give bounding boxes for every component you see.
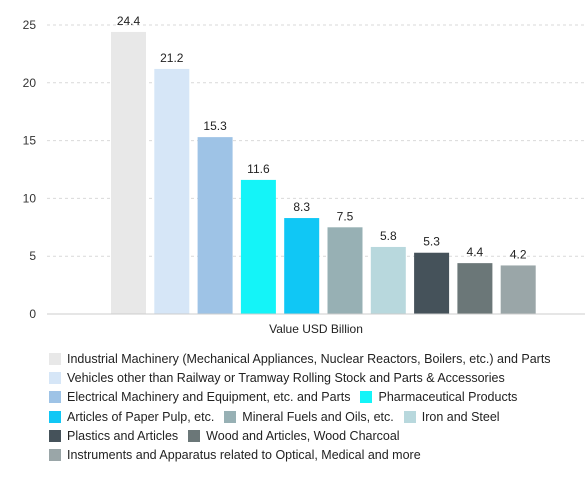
data-label: 24.4 [117, 14, 141, 28]
legend-item: Plastics and Articles [49, 429, 178, 443]
bar [457, 263, 493, 314]
bar [284, 218, 320, 314]
legend-item: Pharmaceutical Products [360, 390, 517, 404]
legend-row: Plastics and Articles Wood and Articles, … [49, 427, 410, 445]
legend-item: Electrical Machinery and Equipment, etc.… [49, 390, 350, 404]
legend-swatch [49, 353, 61, 365]
legend-row: Articles of Paper Pulp, etc. Mineral Fuel… [49, 408, 510, 426]
legend-label: Pharmaceutical Products [378, 390, 518, 404]
legend-item: Wood and Articles, Wood Charcoal [188, 429, 400, 443]
legend-swatch [49, 411, 61, 423]
bar [370, 246, 406, 314]
y-tick-label: 20 [23, 76, 37, 90]
legend-row: Electrical Machinery and Equipment, etc.… [49, 388, 527, 406]
legend-label: Instruments and Apparatus related to Opt… [67, 448, 421, 462]
legend-row: Vehicles other than Railway or Tramway R… [49, 369, 515, 387]
legend-label: Vehicles other than Railway or Tramway R… [67, 371, 505, 385]
x-axis-label: Value USD Billion [269, 322, 363, 336]
bar [500, 265, 536, 314]
bar [111, 31, 146, 314]
legend-row: Industrial Machinery (Mechanical Applian… [49, 350, 561, 368]
legend-label: Electrical Machinery and Equipment, etc.… [67, 390, 351, 404]
data-label: 4.4 [467, 245, 484, 259]
y-tick-label: 5 [29, 249, 36, 263]
data-label: 15.3 [203, 119, 227, 133]
legend-swatch [188, 430, 201, 442]
legend-item: Vehicles other than Railway or Tramway R… [49, 371, 505, 385]
legend-label: Industrial Machinery (Mechanical Applian… [67, 352, 551, 366]
bars [111, 31, 536, 314]
legend-item: Articles of Paper Pulp, etc. [49, 410, 214, 424]
y-tick-label: 0 [29, 307, 36, 321]
bar [414, 252, 450, 314]
legend-swatch [49, 372, 61, 384]
legend-label: Mineral Fuels and Oils, etc. [242, 410, 394, 424]
legend-swatch [403, 411, 416, 423]
y-tick-label: 15 [23, 134, 37, 148]
legend-item: Instruments and Apparatus related to Opt… [49, 448, 421, 462]
y-axis-ticks: 0 5 10 15 20 25 [23, 18, 37, 321]
y-tick-label: 25 [23, 18, 37, 32]
y-tick-label: 10 [23, 191, 37, 205]
data-label: 5.8 [380, 229, 397, 243]
legend-label: Iron and Steel [421, 410, 500, 424]
legend-label: Articles of Paper Pulp, etc. [67, 410, 215, 424]
legend-swatch [49, 430, 61, 442]
bar [327, 227, 363, 314]
legend-item: Mineral Fuels and Oils, etc. [224, 410, 394, 424]
data-label: 5.3 [423, 235, 440, 249]
data-label: 21.2 [160, 51, 184, 65]
legend-row: Instruments and Apparatus related to Opt… [49, 446, 431, 464]
legend-swatch [49, 391, 61, 403]
data-label: 7.5 [337, 209, 354, 223]
data-label: 4.2 [510, 247, 527, 261]
legend-swatch [49, 449, 61, 461]
legend-label: Wood and Articles, Wood Charcoal [206, 429, 400, 443]
bar [197, 137, 233, 314]
legend-item: Iron and Steel [403, 410, 500, 424]
data-label: 8.3 [293, 200, 310, 214]
legend-label: Plastics and Articles [67, 429, 179, 443]
legend-swatch [224, 411, 237, 423]
legend-swatch [360, 391, 373, 403]
bar [154, 68, 190, 314]
bar [240, 179, 276, 314]
legend-item: Industrial Machinery (Mechanical Applian… [49, 352, 551, 366]
data-label: 11.6 [247, 162, 270, 176]
data-labels: 24.4 21.2 15.3 11.6 8.3 7.5 5.8 5.3 4.4 4.2 [117, 14, 527, 262]
bar-chart: 0 5 10 15 20 25 24.4 21.2 15.3 11.6 8.3 7.5 5.8 5.3 4… [23, 14, 585, 336]
